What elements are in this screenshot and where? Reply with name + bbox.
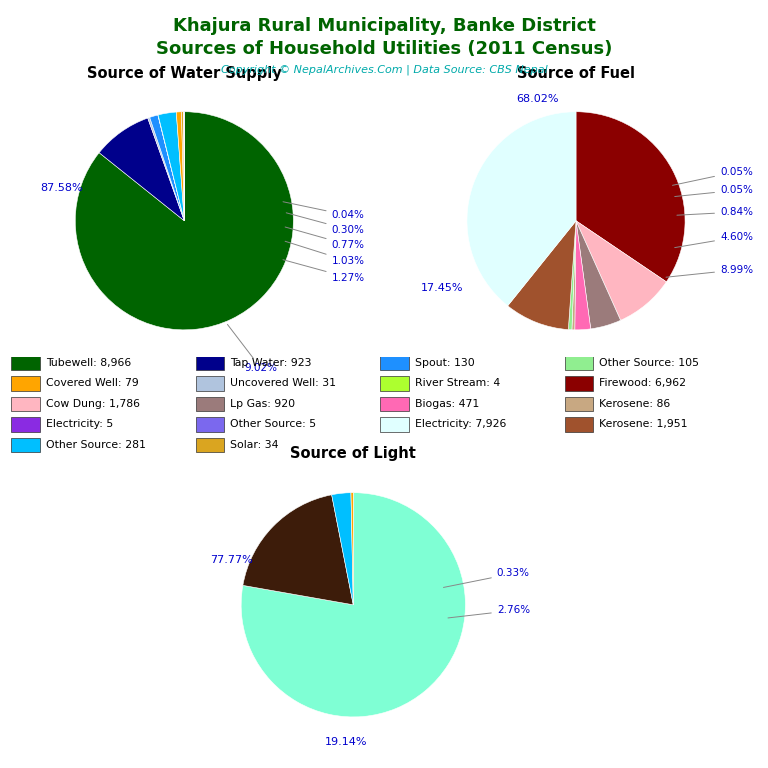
Text: Kerosene: 1,951: Kerosene: 1,951 <box>599 419 688 429</box>
Bar <box>12 356 40 370</box>
Text: 4.60%: 4.60% <box>675 232 753 247</box>
Bar <box>564 396 593 411</box>
Wedge shape <box>147 118 184 221</box>
Wedge shape <box>177 112 184 221</box>
Wedge shape <box>158 112 184 221</box>
Text: Tubewell: 8,966: Tubewell: 8,966 <box>46 358 131 368</box>
Text: 0.33%: 0.33% <box>443 568 530 588</box>
Text: 0.30%: 0.30% <box>286 213 365 234</box>
Text: 0.77%: 0.77% <box>285 227 365 250</box>
Text: River Stream: 4: River Stream: 4 <box>415 379 500 389</box>
Text: 8.99%: 8.99% <box>666 265 753 277</box>
Text: Copyright © NepalArchives.Com | Data Source: CBS Nepal: Copyright © NepalArchives.Com | Data Sou… <box>220 65 548 75</box>
Wedge shape <box>576 221 621 329</box>
Bar <box>12 376 40 391</box>
Wedge shape <box>241 493 465 717</box>
Wedge shape <box>568 221 576 329</box>
Wedge shape <box>332 493 353 605</box>
Bar <box>196 396 224 411</box>
Bar <box>564 417 593 432</box>
Text: 0.05%: 0.05% <box>673 167 753 185</box>
Text: Other Source: 105: Other Source: 105 <box>599 358 699 368</box>
Wedge shape <box>158 115 184 221</box>
Bar <box>564 356 593 370</box>
Text: Solar: 34: Solar: 34 <box>230 440 279 450</box>
Wedge shape <box>99 118 184 221</box>
Wedge shape <box>576 221 667 320</box>
Text: Biogas: 471: Biogas: 471 <box>415 399 479 409</box>
Text: 68.02%: 68.02% <box>516 94 558 104</box>
Title: Source of Fuel: Source of Fuel <box>517 65 635 81</box>
Wedge shape <box>181 112 184 221</box>
Text: Khajura Rural Municipality, Banke District: Khajura Rural Municipality, Banke Distri… <box>173 17 595 35</box>
Wedge shape <box>243 495 353 605</box>
Wedge shape <box>508 221 576 329</box>
Bar <box>196 376 224 391</box>
Wedge shape <box>576 111 685 282</box>
Text: Spout: 130: Spout: 130 <box>415 358 475 368</box>
Bar <box>380 356 409 370</box>
Bar <box>380 396 409 411</box>
Bar <box>564 376 593 391</box>
Text: 0.05%: 0.05% <box>675 185 753 197</box>
Text: 9.02%: 9.02% <box>227 324 277 373</box>
Title: Source of Light: Source of Light <box>290 445 416 461</box>
Text: Electricity: 5: Electricity: 5 <box>46 419 114 429</box>
Bar <box>12 396 40 411</box>
Wedge shape <box>75 111 293 329</box>
Text: 0.04%: 0.04% <box>283 202 365 220</box>
Bar <box>380 376 409 391</box>
Wedge shape <box>150 115 184 221</box>
Text: Lp Gas: 920: Lp Gas: 920 <box>230 399 296 409</box>
Text: 0.84%: 0.84% <box>677 207 753 217</box>
Text: 1.27%: 1.27% <box>283 260 365 283</box>
Bar <box>196 417 224 432</box>
Text: Cow Dung: 1,786: Cow Dung: 1,786 <box>46 399 140 409</box>
Wedge shape <box>351 493 353 605</box>
Text: Electricity: 7,926: Electricity: 7,926 <box>415 419 506 429</box>
Text: Uncovered Well: 31: Uncovered Well: 31 <box>230 379 336 389</box>
Text: 1.03%: 1.03% <box>285 241 365 266</box>
Text: 2.76%: 2.76% <box>448 605 530 618</box>
Bar <box>196 438 224 452</box>
Text: 19.14%: 19.14% <box>326 737 368 746</box>
Text: Kerosene: 86: Kerosene: 86 <box>599 399 670 409</box>
Bar <box>12 438 40 452</box>
Title: Source of Water Supply: Source of Water Supply <box>87 65 282 81</box>
Wedge shape <box>574 221 591 329</box>
Wedge shape <box>572 221 576 329</box>
Text: Sources of Household Utilities (2011 Census): Sources of Household Utilities (2011 Cen… <box>156 40 612 58</box>
Text: 87.58%: 87.58% <box>41 183 83 193</box>
Bar <box>12 417 40 432</box>
Text: Firewood: 6,962: Firewood: 6,962 <box>599 379 687 389</box>
Text: Other Source: 5: Other Source: 5 <box>230 419 316 429</box>
Text: Other Source: 281: Other Source: 281 <box>46 440 146 450</box>
Text: 17.45%: 17.45% <box>421 283 464 293</box>
Bar <box>380 417 409 432</box>
Text: Covered Well: 79: Covered Well: 79 <box>46 379 139 389</box>
Wedge shape <box>467 111 576 306</box>
Bar <box>196 356 224 370</box>
Text: Tap Water: 923: Tap Water: 923 <box>230 358 312 368</box>
Text: 77.77%: 77.77% <box>210 555 253 565</box>
